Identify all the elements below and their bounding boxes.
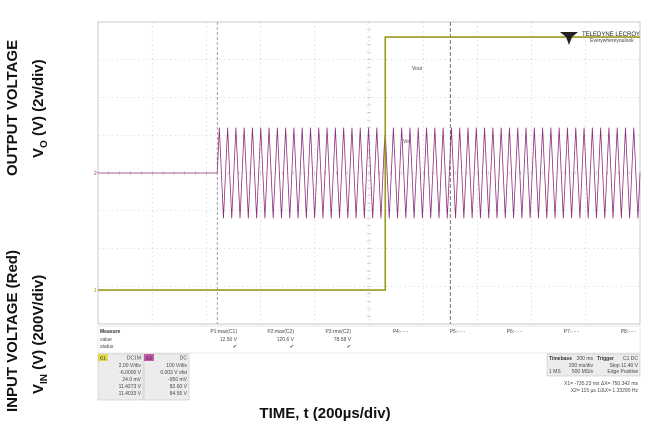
channel-line: 0.003 V ofst — [160, 370, 187, 376]
timebase-line: 200 ms/div — [569, 363, 594, 369]
trigger-line: Stop 11.40 V — [609, 363, 638, 369]
channel-line: -6.0000 V — [119, 370, 141, 376]
measure-param-name: P1:max(C1) — [210, 329, 237, 335]
measure-param-name: P2:max(C2) — [267, 329, 294, 335]
brand-logo: TELEDYNE LECROY Everywhereyoulook — [560, 32, 640, 45]
measure-param-status: ✔ — [347, 344, 351, 350]
input-voltage-trace — [98, 127, 641, 219]
channel-badge — [98, 354, 108, 361]
measure-row-value-label: value — [100, 337, 112, 343]
measure-param-value: 78.58 V — [334, 337, 352, 343]
channel-line: 100 V/div — [166, 363, 187, 369]
output-channel-marker: 1 — [94, 288, 97, 294]
channel-box — [143, 353, 190, 401]
x-axis-label: TIME, t (200µs/div) — [259, 405, 391, 422]
channel-line: -950 mV — [168, 377, 188, 383]
measure-param-status: ✔ — [290, 344, 294, 350]
brand-name: TELEDYNE LECROY — [582, 32, 640, 38]
measure-table-frame — [97, 325, 641, 354]
channel-line: 24.0 mV — [122, 377, 141, 383]
measure-row-status-label: status — [100, 344, 114, 350]
measure-param-value: 120.6 V — [277, 337, 295, 343]
timebase-label: Timebase — [549, 356, 572, 362]
traces: 12 — [94, 36, 641, 294]
timebase-box — [546, 353, 641, 377]
channel-line: 11.4273 V — [119, 384, 142, 390]
measure-param-name: P3:rms(C2) — [325, 329, 351, 335]
trigger-label: Trigger — [597, 356, 614, 362]
vin-annotation: Vin — [403, 139, 410, 145]
measure-param-status: ✔ — [233, 344, 237, 350]
logo-mark — [560, 32, 578, 45]
input-channel-marker: 2 — [94, 171, 97, 177]
channel-line: 84.55 V — [170, 391, 188, 397]
cursor-readout: X2= 115 µs 1/ΔX= 1.33290 Hz — [571, 388, 639, 394]
trigger-channel: C1 DC — [623, 356, 638, 362]
channel-line: 82.60 V — [170, 384, 188, 390]
timebase-value: 200 ms — [577, 356, 594, 362]
measure-param-name: P7:- - - — [564, 329, 580, 335]
measure-param-name: P5:- - - — [450, 329, 466, 335]
channel-box — [97, 353, 144, 401]
channel-coupling: DC1M — [127, 356, 141, 362]
channel-id: C1 — [100, 356, 106, 361]
measure-param-value: 12.50 V — [220, 337, 238, 343]
trigger-line: Edge Positive — [607, 369, 638, 375]
measure-header: Measure — [100, 329, 121, 335]
measure-param-name: P4:- - - — [393, 329, 409, 335]
channel-badge — [144, 354, 154, 361]
vout-annotation: Vout — [412, 66, 423, 72]
measure-param-name: P6:- - - — [507, 329, 523, 335]
measure-param-name: P8:- - - — [621, 329, 637, 335]
brand-tagline: Everywhereyoulook — [590, 38, 634, 44]
output-voltage-trace — [98, 36, 640, 291]
cursor-readout: X1= -735.23 ms ΔX= 750.342 ms — [564, 381, 638, 387]
timebase-left: 1 MS — [549, 369, 561, 375]
channel-coupling: DC — [180, 356, 188, 362]
channel-line: 11.4033 V — [119, 391, 142, 397]
channel-id: C2 — [146, 356, 152, 361]
timebase-line: 500 MS/s — [572, 369, 594, 375]
channel-line: 2.00 V/div — [119, 363, 142, 369]
